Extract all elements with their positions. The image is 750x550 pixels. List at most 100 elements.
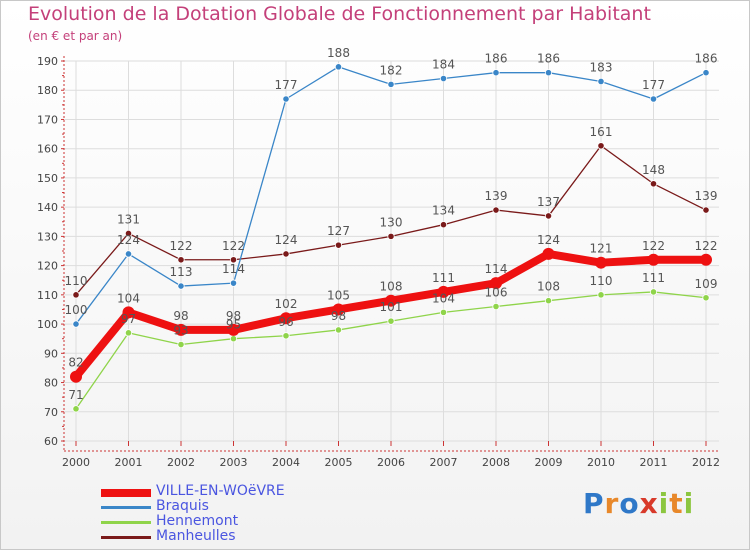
data-point-hennemont[interactable] [649, 288, 658, 296]
data-point-hennemont[interactable] [72, 405, 80, 413]
data-point-braquis[interactable] [229, 279, 238, 287]
data-point-braquis[interactable] [72, 320, 80, 328]
data-label-braquis: 113 [170, 265, 193, 279]
data-point-braquis[interactable] [439, 74, 448, 83]
data-point-braquis[interactable] [597, 77, 605, 86]
data-point-ville-en-wo-vre[interactable] [700, 253, 712, 266]
data-label-ville-en-wo-vre: 108 [380, 280, 403, 294]
data-label-hennemont: 98 [331, 309, 346, 323]
data-point-manheulles[interactable] [229, 256, 238, 264]
data-point-braquis[interactable] [282, 95, 290, 103]
data-label-manheulles: 161 [590, 125, 613, 139]
data-point-ville-en-wo-vre[interactable] [70, 370, 82, 383]
data-point-ville-en-wo-vre[interactable] [122, 306, 135, 319]
legend-label: Manheulles [156, 528, 236, 544]
legend-item-braquis[interactable]: Braquis [101, 499, 341, 515]
data-point-braquis[interactable] [334, 63, 343, 71]
y-tick-label: 70 [44, 406, 58, 419]
data-label-hennemont: 95 [226, 318, 241, 332]
legend-swatch-braquis [101, 506, 151, 509]
x-tick-label: 2003 [220, 456, 248, 469]
data-label-hennemont: 108 [537, 280, 560, 294]
data-point-manheulles[interactable] [334, 241, 343, 249]
data-point-braquis[interactable] [177, 282, 185, 290]
data-point-manheulles[interactable] [597, 142, 605, 150]
data-point-ville-en-wo-vre[interactable] [542, 247, 555, 260]
data-label-ville-en-wo-vre: 98 [226, 309, 241, 323]
data-point-ville-en-wo-vre[interactable] [647, 253, 660, 266]
axes: 60 70 80 90 100 110 120 130 140 150 160 170 180 190 20… [37, 55, 720, 469]
logo-letter: i [658, 487, 670, 520]
legend-swatch-ville-en-woevre [101, 489, 151, 497]
data-point-manheulles[interactable] [124, 229, 133, 238]
data-point-ville-en-wo-vre[interactable] [175, 323, 187, 336]
data-label-braquis: 183 [590, 60, 613, 74]
data-point-manheulles[interactable] [649, 180, 658, 188]
data-point-braquis[interactable] [649, 95, 658, 103]
data-point-hennemont[interactable] [492, 302, 500, 311]
data-point-ville-en-wo-vre[interactable] [595, 256, 607, 269]
data-point-ville-en-wo-vre[interactable] [437, 285, 450, 298]
legend-label: VILLE-EN-WOëVRE [156, 483, 285, 499]
data-point-hennemont[interactable] [334, 326, 343, 334]
data-point-hennemont[interactable] [597, 291, 605, 299]
y-tick-label: 130 [37, 230, 58, 243]
data-label-ville-en-wo-vre: 111 [432, 271, 455, 285]
y-tick-label: 180 [37, 84, 58, 97]
data-point-hennemont[interactable] [177, 340, 185, 349]
data-point-manheulles[interactable] [282, 250, 290, 258]
data-point-hennemont[interactable] [439, 308, 448, 316]
legend-item-ville-en-woevre[interactable]: VILLE-EN-WOëVRE [101, 483, 341, 500]
data-label-braquis: 184 [432, 58, 455, 72]
y-tick-label: 190 [37, 55, 58, 68]
y-tick-label: 150 [37, 172, 58, 185]
logo-letter: x [639, 487, 659, 520]
chart-subtitle: (en € et par an) [28, 29, 123, 43]
data-label-ville-en-wo-vre: 82 [68, 356, 83, 370]
y-tick-label: 110 [37, 289, 58, 302]
data-label-hennemont: 111 [642, 271, 665, 285]
data-point-manheulles[interactable] [492, 206, 500, 214]
data-point-ville-en-wo-vre[interactable] [332, 303, 345, 316]
legend-item-hennemont[interactable]: Hennemont [101, 514, 341, 530]
x-tick-label: 2006 [377, 456, 405, 469]
data-label-manheulles: 130 [380, 215, 403, 229]
data-point-hennemont[interactable] [702, 294, 710, 302]
data-point-ville-en-wo-vre[interactable] [490, 277, 502, 290]
y-tick-label: 80 [44, 377, 58, 390]
data-label-hennemont: 101 [380, 300, 403, 314]
data-label-ville-en-wo-vre: 124 [537, 233, 560, 247]
data-point-ville-en-wo-vre[interactable] [385, 294, 397, 307]
data-point-braquis[interactable] [702, 69, 710, 77]
data-point-ville-en-wo-vre[interactable] [280, 312, 292, 325]
data-point-manheulles[interactable] [387, 232, 395, 240]
data-point-manheulles[interactable] [544, 212, 553, 220]
y-tick-label: 90 [44, 347, 58, 360]
data-point-hennemont[interactable] [282, 332, 290, 340]
x-tick-label: 2000 [62, 456, 90, 469]
data-point-manheulles[interactable] [702, 206, 710, 214]
data-point-braquis[interactable] [124, 250, 133, 258]
data-point-braquis[interactable] [387, 80, 395, 88]
data-point-hennemont[interactable] [229, 335, 238, 343]
data-label-manheulles: 124 [275, 233, 298, 247]
data-point-braquis[interactable] [492, 69, 500, 77]
data-point-manheulles[interactable] [72, 291, 80, 299]
data-label-ville-en-wo-vre: 102 [275, 297, 298, 311]
data-label-ville-en-wo-vre: 105 [327, 288, 350, 302]
data-point-braquis[interactable] [544, 69, 553, 77]
data-point-ville-en-wo-vre[interactable] [227, 323, 240, 336]
legend-swatch-manheulles [101, 536, 151, 539]
data-point-manheulles[interactable] [439, 221, 448, 229]
data-point-manheulles[interactable] [177, 256, 185, 264]
data-point-hennemont[interactable] [124, 329, 133, 337]
x-tick-label: 2008 [482, 456, 510, 469]
data-point-hennemont[interactable] [387, 317, 395, 325]
data-point-hennemont[interactable] [544, 297, 553, 305]
data-label-braquis: 186 [485, 52, 508, 66]
y-tick-label: 120 [37, 260, 58, 273]
legend-item-manheulles[interactable]: Manheulles [101, 528, 341, 545]
y-tick-label: 170 [37, 113, 58, 126]
